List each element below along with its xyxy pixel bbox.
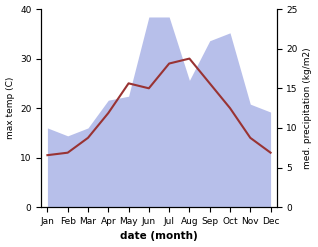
Y-axis label: max temp (C): max temp (C) bbox=[5, 77, 15, 139]
Y-axis label: med. precipitation (kg/m2): med. precipitation (kg/m2) bbox=[303, 47, 313, 169]
X-axis label: date (month): date (month) bbox=[120, 231, 198, 242]
